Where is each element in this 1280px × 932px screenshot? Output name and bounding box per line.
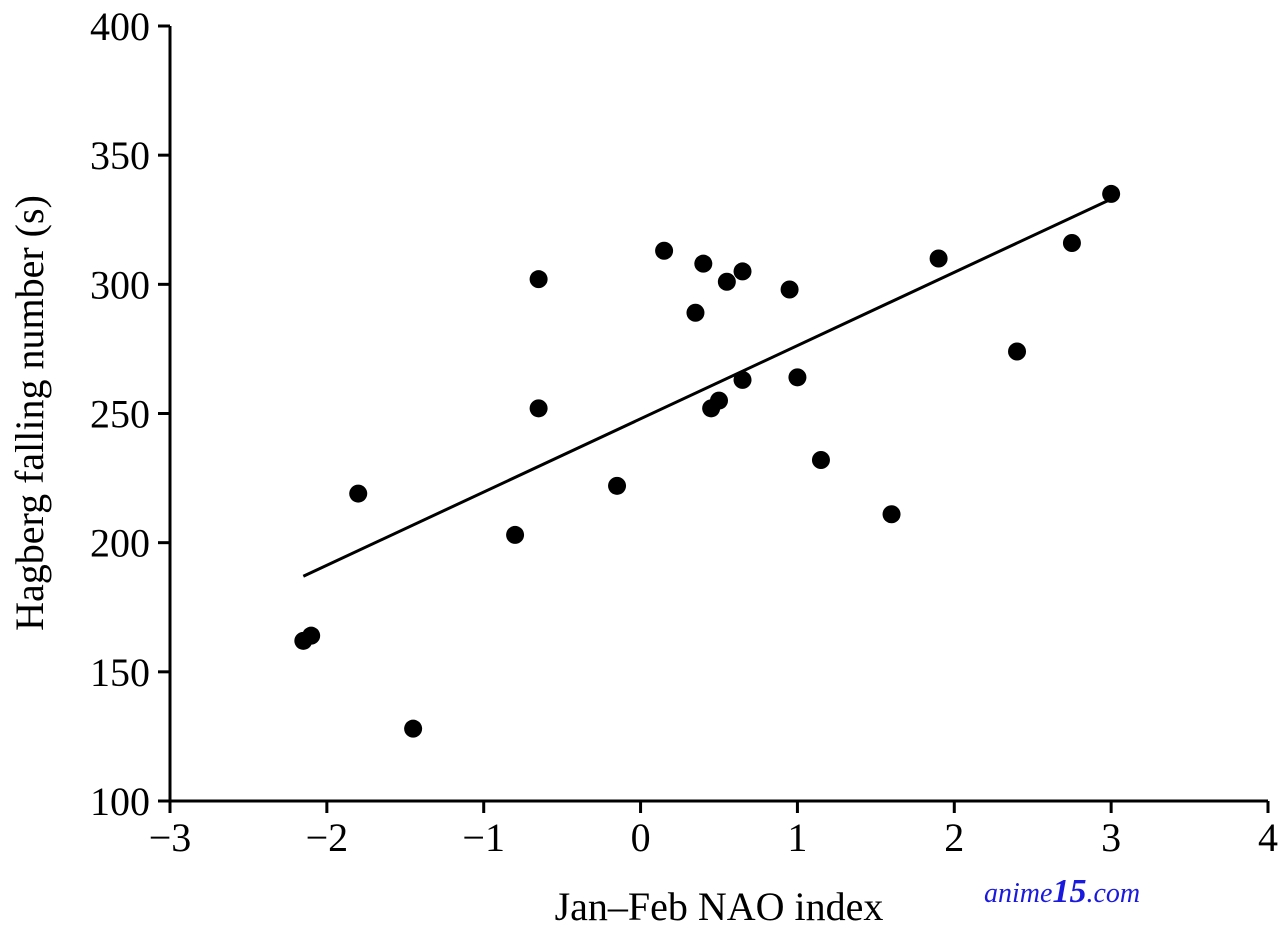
data-point	[608, 476, 627, 495]
x-tick-label: 0	[631, 815, 651, 860]
watermark-suffix: .com	[1086, 878, 1140, 909]
data-point	[529, 270, 548, 289]
data-point	[929, 249, 948, 268]
watermark-prefix: anime	[984, 878, 1052, 909]
data-point	[506, 525, 525, 544]
y-tick-label: 400	[90, 4, 150, 49]
data-point	[349, 484, 368, 503]
data-point	[694, 254, 713, 273]
data-point	[710, 391, 728, 410]
y-tick-label: 150	[90, 650, 150, 695]
x-axis-title: Jan–Feb NAO index	[555, 884, 884, 929]
x-tick-label: −1	[462, 815, 505, 860]
x-tick-label: −3	[149, 815, 192, 860]
y-tick-label: 200	[90, 521, 150, 566]
watermark-text: anime15.com	[984, 873, 1140, 910]
y-tick-label: 350	[90, 133, 150, 178]
data-point	[811, 451, 830, 469]
y-axis-ticks: 100 150 200 250 300 350 400	[90, 4, 170, 824]
data-point	[1062, 234, 1081, 252]
data-point	[733, 370, 752, 389]
x-tick-label: 1	[787, 815, 807, 860]
data-point	[733, 262, 752, 281]
axes	[168, 26, 1268, 803]
trendline	[302, 197, 1112, 578]
y-tick-label: 300	[90, 262, 150, 307]
x-tick-label: −2	[306, 815, 349, 860]
data-point	[1008, 342, 1027, 361]
trendline-group	[302, 197, 1112, 578]
data-point	[788, 368, 807, 387]
data-points	[294, 184, 1121, 738]
y-tick-label: 250	[90, 392, 150, 437]
y-tick-label: 100	[90, 779, 150, 824]
data-point	[882, 505, 901, 524]
data-point	[717, 272, 736, 291]
x-tick-label: 2	[944, 815, 964, 860]
data-point	[686, 303, 705, 322]
watermark-number: 15	[1052, 873, 1086, 910]
data-point	[404, 719, 423, 738]
data-point	[1102, 184, 1121, 203]
data-point	[780, 280, 799, 299]
x-tick-label: 4	[1258, 815, 1278, 860]
data-point	[655, 241, 674, 260]
data-point	[529, 399, 548, 418]
data-point	[302, 626, 321, 645]
x-axis-ticks: −3 −2 −1 0 1 2 3 4	[149, 801, 1278, 860]
x-tick-label: 3	[1101, 815, 1121, 860]
y-axis-title: Hagberg falling number (s)	[7, 195, 52, 631]
